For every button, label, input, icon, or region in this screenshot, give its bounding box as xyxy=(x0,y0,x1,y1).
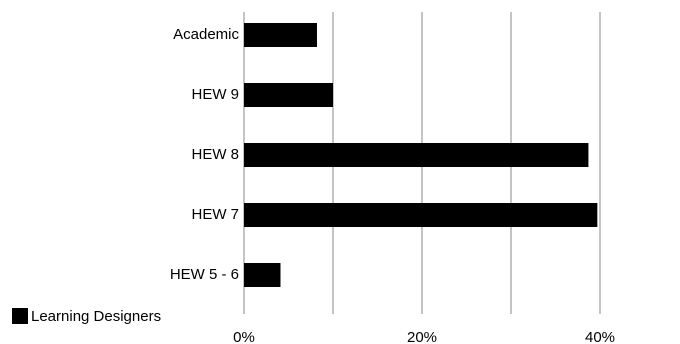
bar-0 xyxy=(244,23,317,47)
x-tick-label-1: 20% xyxy=(407,329,437,344)
bar-2 xyxy=(244,143,589,167)
category-label-3: HEW 7 xyxy=(191,206,239,223)
x-tick-label-0: 0% xyxy=(233,329,255,344)
x-tick-labels: 0% 20% 40% xyxy=(233,329,615,344)
x-tick-label-2: 40% xyxy=(585,329,615,344)
category-label-4: HEW 5 - 6 xyxy=(170,266,239,283)
category-label-1: HEW 9 xyxy=(191,86,239,103)
legend-swatch xyxy=(12,308,28,324)
bar-1 xyxy=(244,83,333,107)
bar-4 xyxy=(244,263,281,287)
bars xyxy=(244,23,598,287)
legend: Learning Designers xyxy=(12,306,161,326)
category-label-2: HEW 8 xyxy=(191,146,239,163)
category-labels: Academic HEW 9 HEW 8 HEW 7 HEW 5 - 6 xyxy=(170,26,240,283)
bar-3 xyxy=(244,203,598,227)
category-label-0: Academic xyxy=(173,26,239,43)
legend-label: Learning Designers xyxy=(31,307,162,325)
